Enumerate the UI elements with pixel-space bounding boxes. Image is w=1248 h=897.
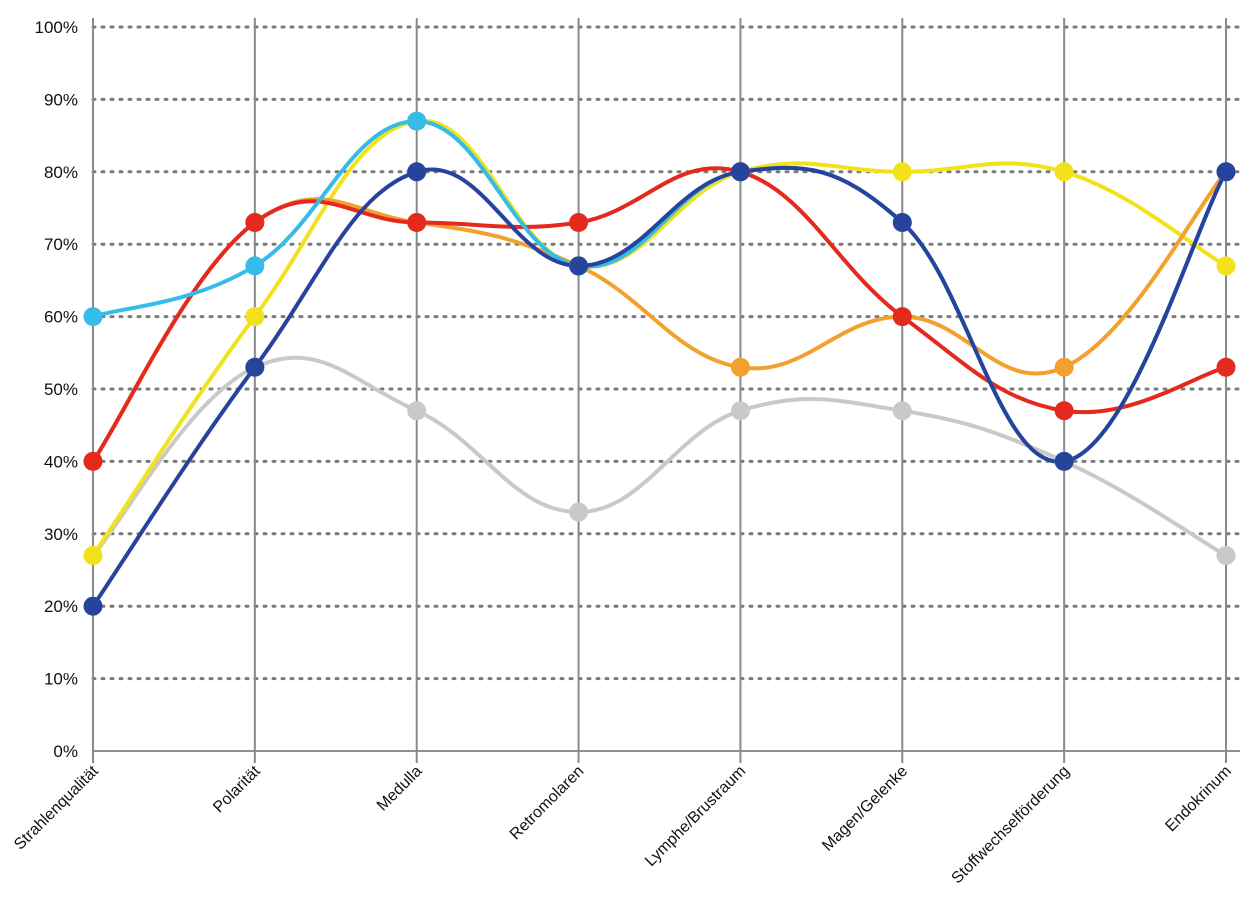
x-category-label: Retromolaren [507, 763, 588, 844]
data-point-series-1 [1216, 546, 1236, 566]
x-category-label: Magen/Gelenke [819, 763, 911, 855]
data-point-series-5 [407, 111, 427, 131]
data-point-series-4 [1054, 401, 1074, 421]
data-point-series-5 [83, 307, 103, 327]
data-point-series-3 [1054, 357, 1074, 377]
data-point-series-4 [245, 212, 265, 232]
x-axis-category-labels: Strahlenqualität Polarität Medulla Retromol… [11, 762, 1235, 887]
data-point-series-2 [245, 307, 265, 327]
data-point-series-1 [569, 502, 589, 522]
x-category-label: Strahlenqualität [11, 762, 102, 853]
data-point-series-4 [1216, 357, 1236, 377]
y-tick-label: 80% [44, 163, 78, 182]
data-point-series-1 [892, 401, 912, 421]
data-point-series-6 [407, 162, 427, 182]
x-category-label: Medulla [374, 763, 426, 815]
y-tick-label: 10% [44, 670, 78, 689]
y-tick-label: 90% [44, 90, 78, 109]
x-category-label: Lymphe/Brustraum [642, 763, 749, 870]
y-axis-tick-labels: 0% 10% 20% 30% 40% 50% 60% 70% 80% 90% 100% [35, 18, 78, 761]
data-point-series-6 [569, 256, 589, 276]
y-tick-label: 40% [44, 452, 78, 471]
data-point-series-6 [892, 212, 912, 232]
data-point-series-1 [407, 401, 427, 421]
data-point-series-4 [569, 212, 589, 232]
data-point-series-4 [892, 307, 912, 327]
data-point-series-6 [245, 357, 265, 377]
y-tick-label: 30% [44, 525, 78, 544]
vertical-gridlines [92, 18, 1227, 763]
data-point-series-2 [1216, 256, 1236, 276]
data-point-series-6 [1216, 162, 1236, 182]
data-point-series-4 [83, 451, 103, 471]
series-line-6 [91, 165, 1228, 609]
data-point-series-2 [892, 162, 912, 182]
y-tick-label: 50% [44, 380, 78, 399]
y-tick-label: 0% [53, 742, 78, 761]
data-point-series-4 [407, 212, 427, 232]
data-point-series-1 [730, 401, 750, 421]
data-point-series-3 [730, 357, 750, 377]
data-point-series-2 [83, 546, 103, 566]
data-point-series-6 [83, 596, 103, 616]
data-point-series-6 [1054, 451, 1074, 471]
data-point-series-6 [730, 162, 750, 182]
y-tick-label: 70% [44, 235, 78, 254]
x-category-label: Endokrinum [1162, 763, 1234, 835]
x-category-label: Polarität [210, 762, 264, 816]
x-category-label: Stoffwechselförderung [949, 763, 1073, 887]
y-tick-label: 20% [44, 597, 78, 616]
horizontal-gridlines [91, 25, 1242, 752]
y-tick-label: 100% [35, 18, 78, 37]
y-tick-label: 60% [44, 308, 78, 327]
data-point-series-5 [245, 256, 265, 276]
series-points [83, 111, 1236, 616]
data-point-series-2 [1054, 162, 1074, 182]
